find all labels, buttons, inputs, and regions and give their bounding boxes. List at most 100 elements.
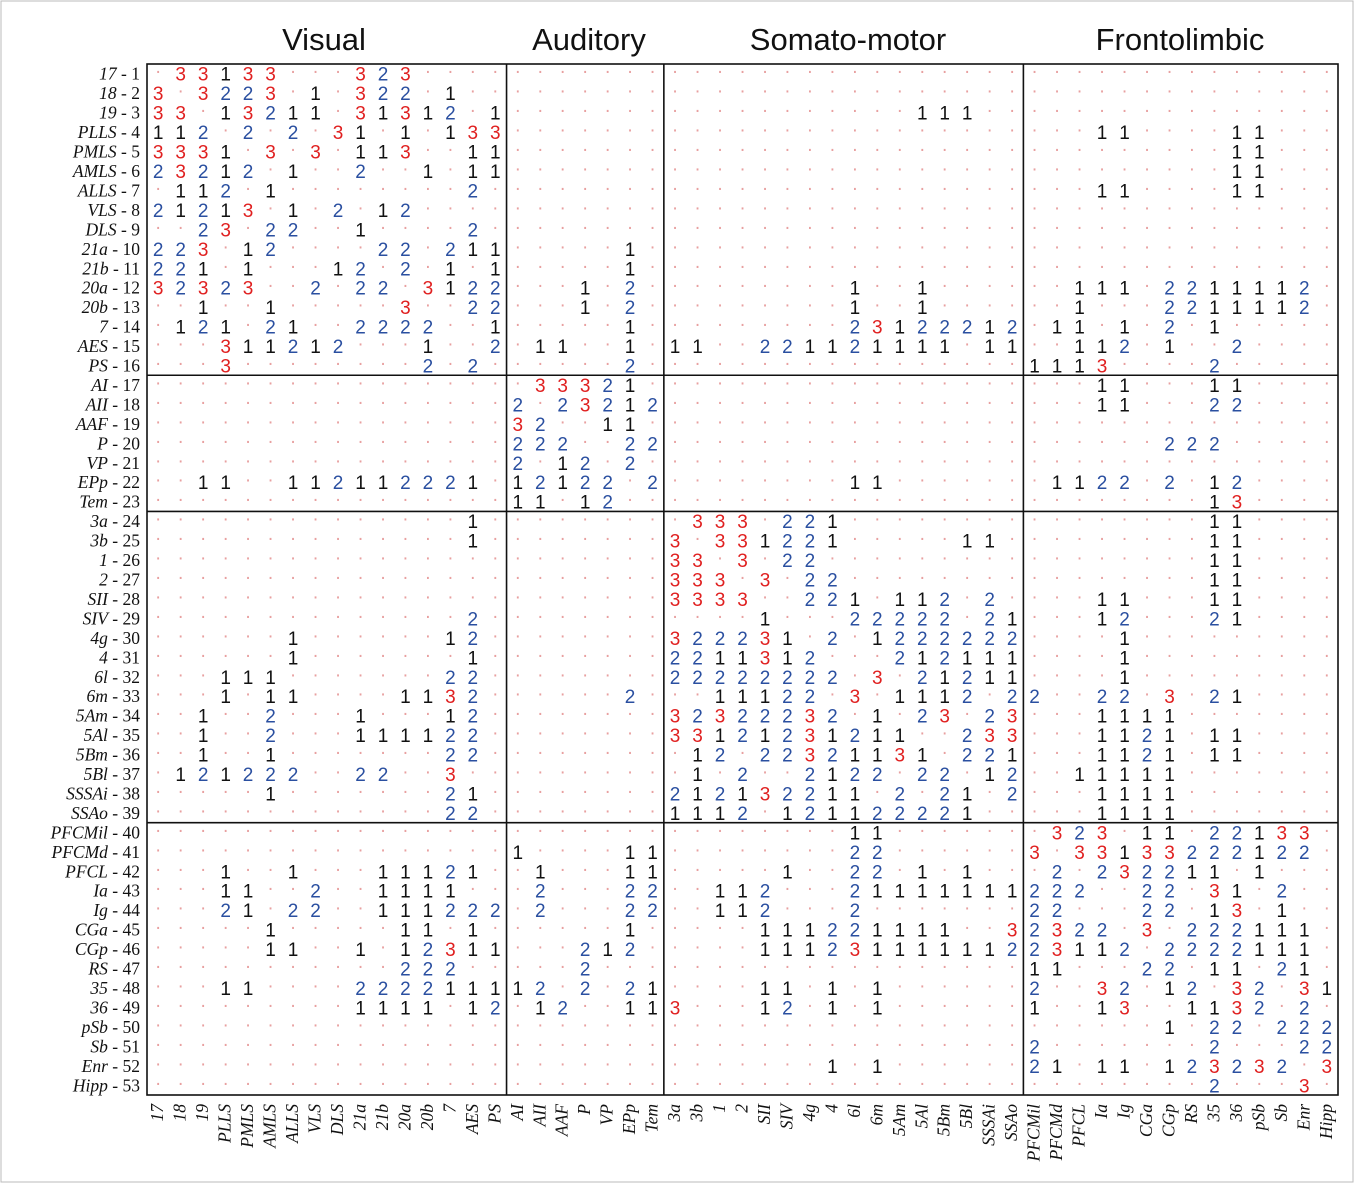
matrix-cell-empty: ·: [537, 704, 543, 725]
matrix-cell: 2: [243, 765, 254, 786]
matrix-cell: 2: [468, 804, 479, 825]
matrix-cell-empty: ·: [1166, 548, 1172, 569]
matrix-cell-empty: ·: [649, 276, 655, 297]
matrix-cell: 1: [400, 921, 411, 942]
matrix-cell-empty: ·: [1211, 626, 1217, 647]
matrix-cell-empty: ·: [447, 490, 453, 511]
matrix-cell-empty: ·: [357, 295, 363, 316]
matrix-cell-empty: ·: [739, 120, 745, 141]
matrix-cell-empty: ·: [560, 198, 566, 219]
matrix-cell-empty: ·: [964, 470, 970, 491]
matrix-cell-empty: ·: [1031, 178, 1037, 199]
matrix-cell: 3: [692, 571, 703, 592]
column-label: 5Bm: [934, 1104, 954, 1136]
matrix-cell-empty: ·: [560, 315, 566, 336]
matrix-cell-empty: ·: [1189, 315, 1195, 336]
matrix-cell-empty: ·: [1301, 490, 1307, 511]
matrix-cell-empty: ·: [1234, 451, 1240, 472]
matrix-cell: 1: [535, 862, 546, 883]
matrix-cell-empty: ·: [1009, 1054, 1015, 1075]
matrix-cell-empty: ·: [694, 470, 700, 491]
matrix-cell: 1: [1097, 785, 1108, 806]
matrix-cell: 1: [760, 921, 771, 942]
matrix-cell: 1: [917, 104, 928, 125]
matrix-cell: 2: [378, 279, 389, 300]
matrix-cell-empty: ·: [1031, 568, 1037, 589]
matrix-cell-empty: ·: [987, 178, 993, 199]
matrix-cell-empty: ·: [1256, 431, 1262, 452]
matrix-cell-empty: ·: [155, 743, 161, 764]
matrix-cell-empty: ·: [1031, 373, 1037, 394]
matrix-cell-empty: ·: [874, 256, 880, 277]
matrix-cell-empty: ·: [987, 237, 993, 258]
matrix-cell-empty: ·: [897, 392, 903, 413]
column-label: EPp: [619, 1104, 639, 1135]
matrix-cell: 2: [445, 804, 456, 825]
matrix-cell: 1: [1119, 726, 1130, 747]
matrix-cell-empty: ·: [155, 898, 161, 919]
matrix-cell-empty: ·: [874, 1034, 880, 1055]
matrix-cell-empty: ·: [178, 81, 184, 102]
matrix-cell-empty: ·: [852, 373, 858, 394]
matrix-cell-empty: ·: [694, 684, 700, 705]
matrix-cell: 2: [1119, 687, 1130, 708]
matrix-cell-empty: ·: [1324, 879, 1330, 900]
matrix-cell: 1: [288, 940, 299, 961]
matrix-cell-empty: ·: [560, 606, 566, 627]
matrix-cell: 1: [917, 648, 928, 669]
matrix-cell-empty: ·: [649, 198, 655, 219]
matrix-cell: 2: [1029, 1057, 1040, 1078]
matrix-cell: 2: [1232, 843, 1243, 864]
matrix-cell-empty: ·: [1189, 256, 1195, 277]
matrix-cell-empty: ·: [784, 198, 790, 219]
matrix-cell-empty: ·: [964, 392, 970, 413]
matrix-cell: 1: [984, 765, 995, 786]
matrix-cell-empty: ·: [1166, 392, 1172, 413]
matrix-cell-empty: ·: [200, 801, 206, 822]
matrix-cell: 2: [1029, 882, 1040, 903]
row-label: 35 - 48: [89, 978, 140, 998]
matrix-cell-empty: ·: [1324, 996, 1330, 1017]
matrix-cell-empty: ·: [874, 373, 880, 394]
matrix-cell-empty: ·: [582, 237, 588, 258]
matrix-cell: 2: [333, 473, 344, 494]
matrix-cell: 1: [872, 921, 883, 942]
matrix-cell-empty: ·: [1324, 548, 1330, 569]
matrix-cell: 1: [1119, 279, 1130, 300]
matrix-cell: 2: [872, 609, 883, 630]
matrix-cell-empty: ·: [560, 976, 566, 997]
matrix-cell-empty: ·: [560, 626, 566, 647]
matrix-cell-empty: ·: [200, 101, 206, 122]
matrix-cell-empty: ·: [1009, 256, 1015, 277]
matrix-cell-empty: ·: [200, 626, 206, 647]
matrix-cell-empty: ·: [627, 704, 633, 725]
matrix-cell-empty: ·: [1256, 1015, 1262, 1036]
matrix-cell-empty: ·: [829, 859, 835, 880]
matrix-cell-empty: ·: [1301, 743, 1307, 764]
matrix-cell-empty: ·: [1166, 568, 1172, 589]
matrix-cell-empty: ·: [1301, 704, 1307, 725]
matrix-cell-empty: ·: [1054, 217, 1060, 238]
matrix-cell-empty: ·: [717, 334, 723, 355]
matrix-cell-empty: ·: [694, 859, 700, 880]
matrix-cell: 1: [647, 999, 658, 1020]
matrix-cell-empty: ·: [515, 81, 521, 102]
matrix-cell-empty: ·: [1324, 820, 1330, 841]
matrix-cell-empty: ·: [178, 996, 184, 1017]
matrix-cell-empty: ·: [267, 626, 273, 647]
matrix-cell-empty: ·: [784, 1073, 790, 1094]
matrix-cell: 2: [1164, 434, 1175, 455]
matrix-cell-empty: ·: [964, 412, 970, 433]
matrix-cell-empty: ·: [807, 256, 813, 277]
matrix-cell-empty: ·: [425, 645, 431, 666]
matrix-cell-empty: ·: [380, 392, 386, 413]
matrix-cell: 2: [355, 279, 366, 300]
matrix-cell-empty: ·: [425, 1034, 431, 1055]
matrix-cell-empty: ·: [1234, 431, 1240, 452]
matrix-cell-empty: ·: [739, 996, 745, 1017]
matrix-cell: 1: [1142, 823, 1153, 844]
matrix-cell-empty: ·: [335, 801, 341, 822]
matrix-cell: 1: [1097, 123, 1108, 144]
matrix-cell-empty: ·: [1324, 81, 1330, 102]
